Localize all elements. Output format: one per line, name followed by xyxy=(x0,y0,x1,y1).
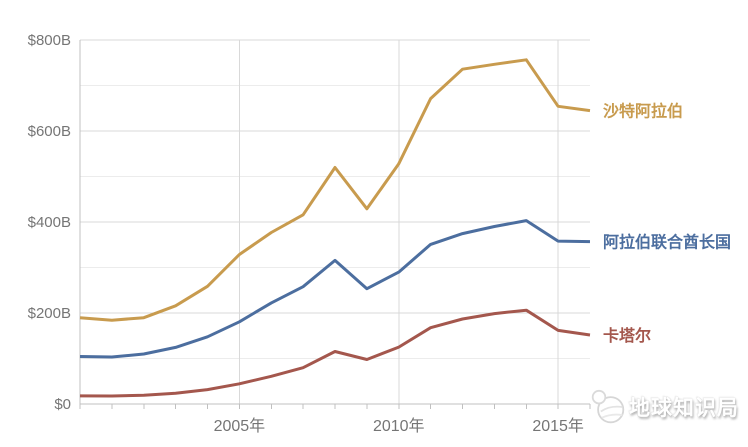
series-line-united-arab-emirates xyxy=(79,219,591,359)
watermark: 地球知识局 xyxy=(590,388,739,426)
x-tick-label-2010: 2010年 xyxy=(373,417,425,435)
gridlines-major xyxy=(80,39,590,404)
y-tick-label-200: $200B xyxy=(28,305,71,322)
y-tick-label-800: $800B xyxy=(28,32,71,49)
series-line-saudi-arabia xyxy=(79,58,591,322)
x-tick-label-2015: 2015年 xyxy=(532,417,584,435)
gridlines-minor xyxy=(80,85,590,359)
series-line-qatar xyxy=(79,308,591,398)
y-tick-label-400: $400B xyxy=(28,214,71,231)
y-tick-label-0: $0 xyxy=(54,396,71,413)
series-label-qatar: 卡塔尔 xyxy=(603,326,651,345)
x-axis-ticks xyxy=(79,404,591,409)
series-lines xyxy=(79,58,591,398)
watermark-text: 地球知识局 xyxy=(629,397,739,420)
y-axis-labels: $0 $200B $400B $600B $800B xyxy=(28,32,71,413)
x-tick-label-2005: 2005年 xyxy=(214,417,266,435)
y-tick-label-600: $600B xyxy=(28,123,71,140)
x-axis-labels: 2005年 2010年 2015年 xyxy=(214,417,584,435)
series-label-saudi-arabia: 沙特阿拉伯 xyxy=(603,102,683,121)
globe-icon xyxy=(591,389,625,424)
series-label-united-arab-emirates: 阿拉伯联合酋长国 xyxy=(603,233,731,252)
